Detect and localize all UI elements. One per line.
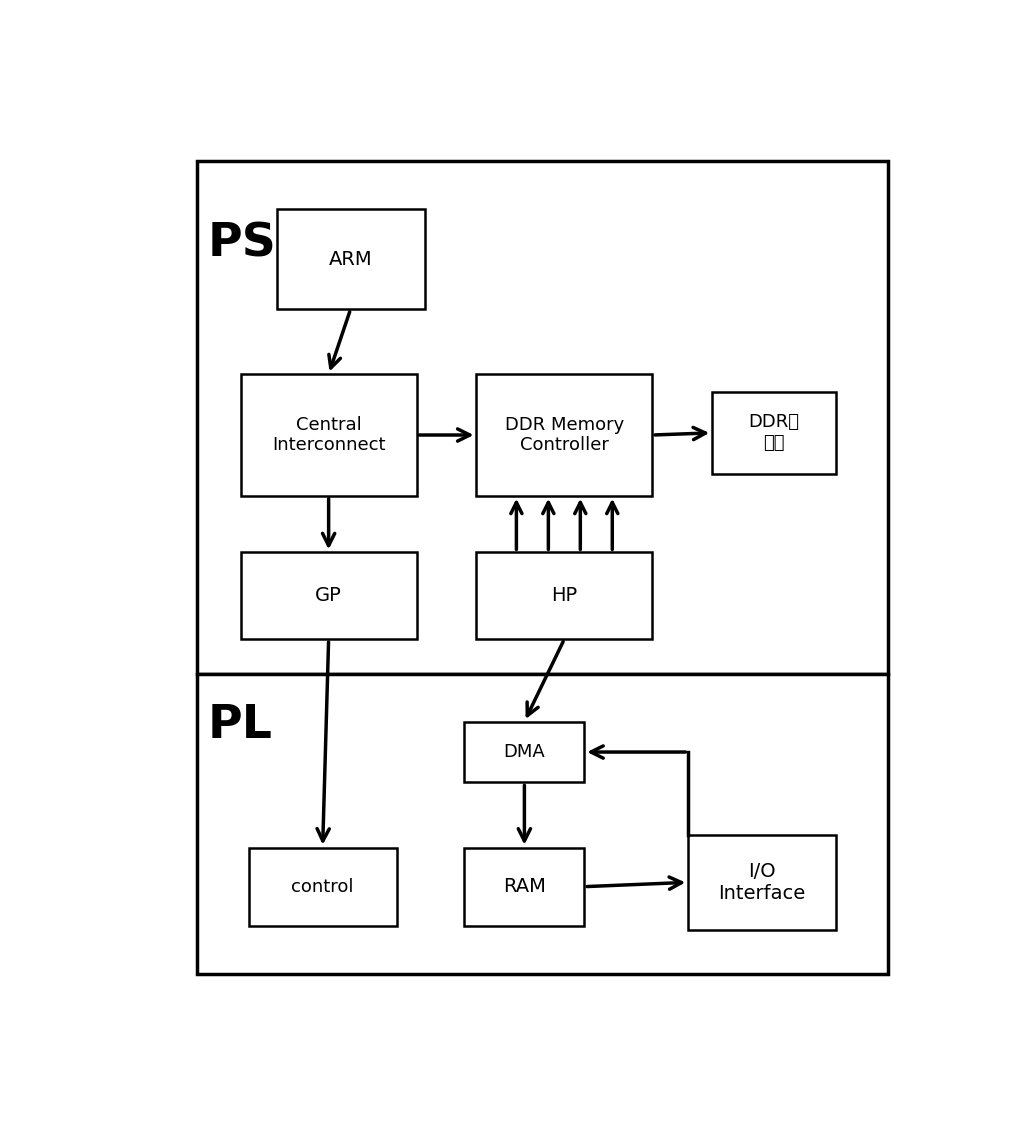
Bar: [464, 847, 585, 926]
Text: HP: HP: [552, 587, 577, 606]
Bar: [464, 722, 585, 783]
Bar: [712, 391, 836, 474]
Text: GP: GP: [315, 587, 342, 606]
Text: PL: PL: [207, 704, 272, 749]
Text: DDR存
储器: DDR存 储器: [749, 414, 800, 452]
Bar: [240, 374, 417, 496]
Text: RAM: RAM: [503, 878, 545, 896]
Text: Central
Interconnect: Central Interconnect: [272, 415, 386, 455]
Text: control: control: [292, 878, 354, 896]
Bar: [197, 161, 888, 673]
Text: DMA: DMA: [503, 743, 545, 761]
Bar: [476, 553, 653, 640]
Text: DDR Memory
Controller: DDR Memory Controller: [505, 415, 624, 455]
Bar: [197, 673, 888, 973]
Bar: [476, 374, 653, 496]
Bar: [276, 209, 425, 309]
Text: I/O
Interface: I/O Interface: [719, 862, 806, 902]
Bar: [240, 553, 417, 640]
Bar: [248, 847, 397, 926]
Text: ARM: ARM: [329, 249, 372, 268]
Bar: [689, 835, 836, 931]
Text: PS: PS: [207, 221, 276, 266]
